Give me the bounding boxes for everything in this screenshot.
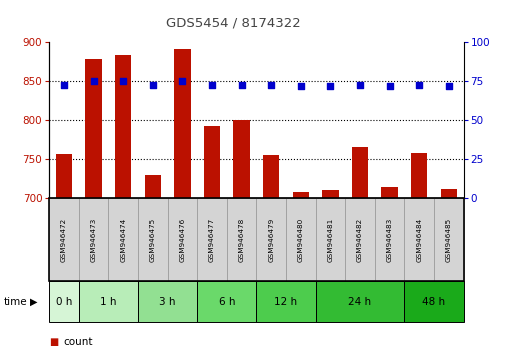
Point — [208, 82, 216, 87]
Point — [267, 82, 276, 87]
Text: 3 h: 3 h — [160, 297, 176, 307]
Text: GSM946480: GSM946480 — [298, 218, 304, 262]
Text: 24 h: 24 h — [349, 297, 371, 307]
Text: ■: ■ — [49, 337, 59, 347]
Point — [356, 82, 364, 87]
Text: 0 h: 0 h — [56, 297, 72, 307]
Text: GSM946478: GSM946478 — [239, 218, 244, 262]
Text: GSM946481: GSM946481 — [327, 218, 334, 262]
Bar — [263, 155, 279, 354]
Point — [178, 79, 186, 84]
Point — [60, 82, 68, 87]
Text: GSM946473: GSM946473 — [91, 218, 97, 262]
Bar — [85, 59, 102, 354]
Bar — [352, 147, 368, 354]
Point — [385, 83, 394, 89]
Bar — [322, 190, 339, 354]
Text: 48 h: 48 h — [423, 297, 445, 307]
Bar — [174, 50, 191, 354]
Bar — [145, 175, 161, 354]
Text: GSM946476: GSM946476 — [179, 218, 185, 262]
Text: GSM946484: GSM946484 — [416, 218, 422, 262]
Bar — [411, 153, 427, 354]
Point — [444, 83, 453, 89]
Bar — [381, 187, 398, 354]
Text: GSM946485: GSM946485 — [446, 218, 452, 262]
Bar — [204, 126, 220, 354]
Text: GSM946479: GSM946479 — [268, 218, 274, 262]
Text: GSM946482: GSM946482 — [357, 218, 363, 262]
Bar — [293, 192, 309, 354]
Point — [326, 83, 335, 89]
Bar — [441, 189, 457, 354]
Text: GSM946477: GSM946477 — [209, 218, 215, 262]
Text: GSM946475: GSM946475 — [150, 218, 156, 262]
Point — [297, 83, 305, 89]
Text: GSM946472: GSM946472 — [61, 218, 67, 262]
Text: GSM946474: GSM946474 — [120, 218, 126, 262]
Text: 6 h: 6 h — [219, 297, 235, 307]
Text: ▶: ▶ — [30, 297, 37, 307]
Point — [149, 82, 157, 87]
Text: count: count — [64, 337, 93, 347]
Bar — [234, 120, 250, 354]
Text: GSM946483: GSM946483 — [386, 218, 393, 262]
Point — [237, 82, 246, 87]
Point — [415, 82, 423, 87]
Text: 1 h: 1 h — [100, 297, 117, 307]
Text: 12 h: 12 h — [275, 297, 297, 307]
Bar — [115, 55, 132, 354]
Point — [119, 79, 127, 84]
Text: GDS5454 / 8174322: GDS5454 / 8174322 — [166, 17, 300, 29]
Bar — [56, 154, 72, 354]
Text: time: time — [4, 297, 28, 307]
Point — [90, 79, 98, 84]
